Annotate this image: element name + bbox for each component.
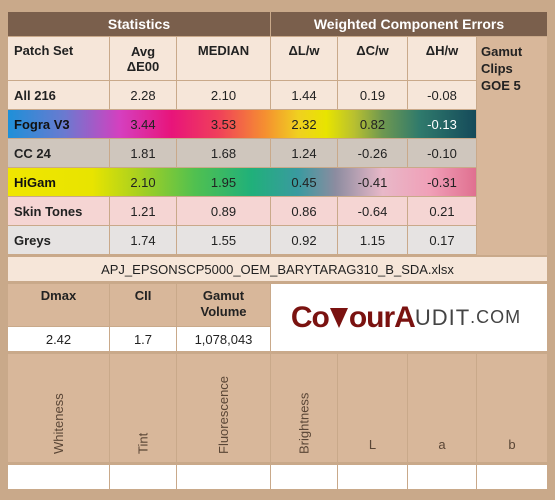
gamut-volume-value: 1,078,043 — [177, 327, 270, 351]
row-avg-higam: 2.10 — [130, 174, 156, 190]
fluorescence-label: Fluorescence — [177, 354, 270, 462]
fogra-row-gradient — [8, 110, 476, 138]
cii-value: 1.7 — [110, 327, 176, 351]
row-dh-fogra: -0.13 — [427, 116, 457, 132]
brightness-value — [271, 465, 337, 489]
row-median-cc24: 1.68 — [177, 139, 270, 167]
row-name-higam: HiGam — [14, 174, 56, 190]
row-median-fogra: 3.53 — [210, 116, 237, 132]
a-value — [408, 465, 476, 489]
row-dc-greys: 1.15 — [338, 226, 407, 254]
row-median-all216: 2.10 — [177, 81, 270, 109]
patch-set-header: Patch Set — [8, 37, 109, 80]
row-dh-greys: 0.17 — [408, 226, 476, 254]
row-name-greys: Greys — [8, 226, 109, 254]
row-dh-higam: -0.31 — [427, 174, 457, 190]
row-median-higam: 1.95 — [210, 174, 237, 190]
median-header: MEDIAN — [177, 37, 270, 80]
row-avg-skin: 1.21 — [110, 197, 176, 225]
row-dl-skin: 0.86 — [271, 197, 337, 225]
row-name-cc24: CC 24 — [8, 139, 109, 167]
weighted-errors-header: Weighted Component Errors — [271, 12, 547, 36]
row-dc-skin: -0.64 — [338, 197, 407, 225]
row-dh-cc24: -0.10 — [408, 139, 476, 167]
whiteness-label: Whiteness — [8, 354, 109, 462]
a-label: a — [408, 354, 476, 462]
row-name-skin: Skin Tones — [8, 197, 109, 225]
colouraudit-logo: Co ourA UDIT .COM — [271, 284, 547, 351]
row-dl-greys: 0.92 — [271, 226, 337, 254]
b-value — [477, 465, 547, 489]
row-dl-higam: 0.45 — [291, 174, 317, 190]
row-dc-all216: 0.19 — [338, 81, 407, 109]
tint-value — [110, 465, 176, 489]
row-name-all216: All 216 — [8, 81, 109, 109]
row-dl-fogra: 2.32 — [291, 116, 317, 132]
fluorescence-value — [177, 465, 270, 489]
dmax-value: 2.42 — [8, 327, 109, 351]
row-dc-higam: -0.41 — [357, 174, 388, 190]
row-median-greys: 1.55 — [177, 226, 270, 254]
filename: APJ_EPSONSCP5000_OEM_BARYTARAG310_B_SDA.… — [8, 257, 547, 281]
l-value — [338, 465, 407, 489]
row-dl-cc24: 1.24 — [271, 139, 337, 167]
logo-part-com: .COM — [470, 307, 522, 327]
de00-label: ΔE00 — [126, 58, 160, 74]
brightness-label: Brightness — [271, 354, 337, 462]
logo-part-oura: ourA — [348, 300, 416, 334]
dl-header: ΔL/w — [271, 37, 337, 80]
statistics-header: Statistics — [8, 12, 270, 36]
row-dh-skin: 0.21 — [408, 197, 476, 225]
row-avg-cc24: 1.81 — [110, 139, 176, 167]
avg-label: Avg — [130, 43, 156, 59]
higam-row-gradient — [8, 168, 476, 196]
logo-part-co: Co — [290, 300, 330, 334]
row-median-skin: 0.89 — [177, 197, 270, 225]
dh-header: ΔH/w — [408, 37, 476, 80]
gamut-clips-header: Gamut Clips GOE 5 — [477, 37, 547, 255]
whiteness-value — [8, 465, 109, 489]
row-dc-cc24: -0.26 — [338, 139, 407, 167]
b-label: b — [477, 354, 547, 462]
gamut-volume-label: Gamut Volume — [177, 284, 270, 326]
row-dl-all216: 1.44 — [271, 81, 337, 109]
logo-part-udit: UDIT — [414, 304, 471, 330]
row-dc-fogra: 0.82 — [359, 116, 386, 132]
row-avg-greys: 1.74 — [110, 226, 176, 254]
dc-header: ΔC/w — [338, 37, 407, 80]
tint-label: Tint — [110, 354, 176, 462]
logo-v-icon — [329, 307, 348, 328]
row-avg-fogra: 3.44 — [130, 116, 156, 132]
cii-label: CII — [110, 284, 176, 326]
row-avg-all216: 2.28 — [110, 81, 176, 109]
dmax-label: Dmax — [8, 284, 109, 326]
row-name-fogra: Fogra V3 — [14, 116, 70, 132]
row-dh-all216: -0.08 — [408, 81, 476, 109]
l-label: L — [338, 354, 407, 462]
avg-de00-header: Avg ΔE00 — [110, 37, 176, 80]
